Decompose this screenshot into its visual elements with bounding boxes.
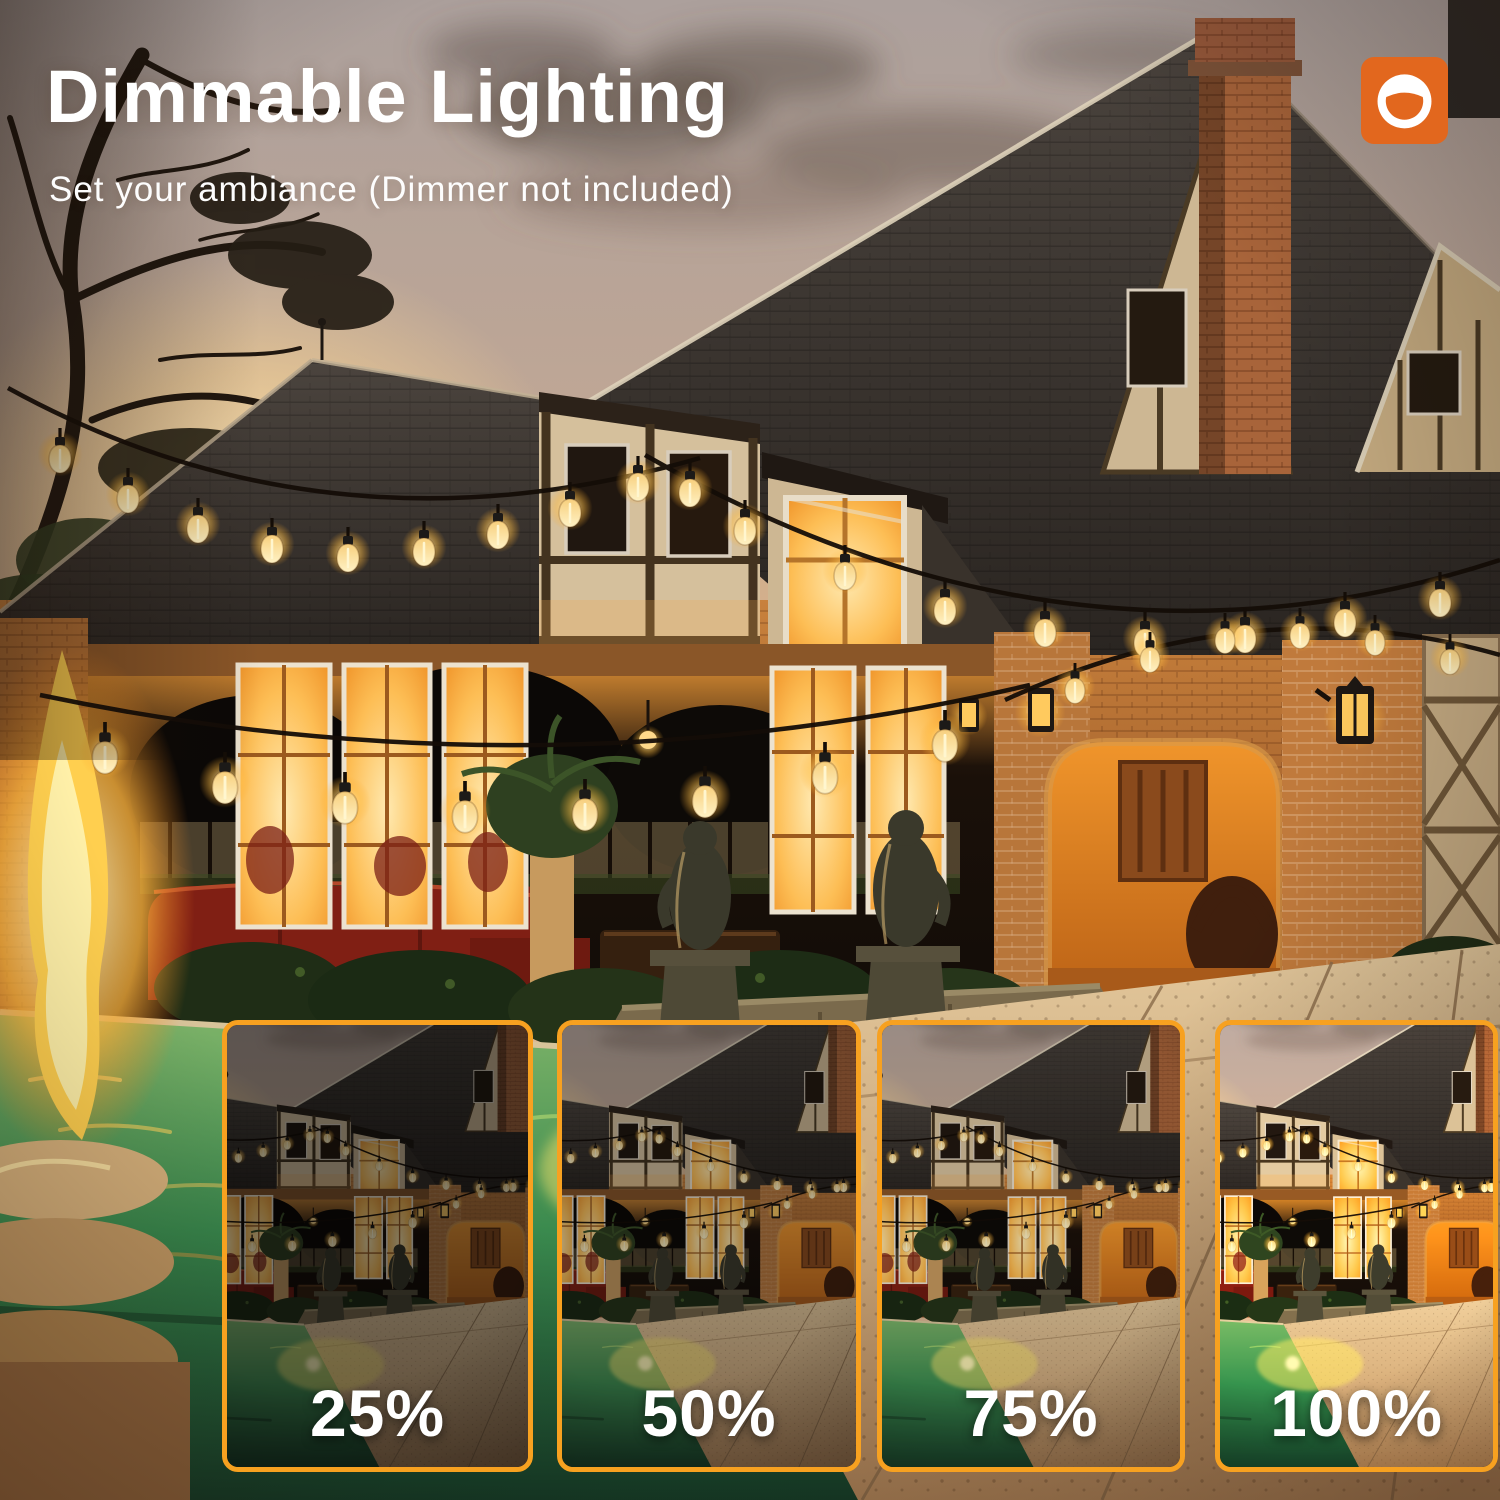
dim-level-label: 100% <box>1270 1376 1443 1450</box>
brand-logo-icon <box>1361 57 1448 144</box>
dim-level-label: 25% <box>309 1376 446 1450</box>
dim-preview-50: 50% <box>557 1020 861 1472</box>
dim-preview-75: 75% <box>877 1020 1185 1472</box>
dim-level-label: 50% <box>641 1376 777 1450</box>
dim-level-label: 75% <box>963 1376 1099 1450</box>
dim-preview-25: 25% <box>222 1020 533 1472</box>
page-title: Dimmable Lighting <box>46 55 729 138</box>
brand-logo <box>1361 56 1448 145</box>
page-subtitle: Set your ambiance (Dimmer not included) <box>49 170 734 209</box>
dim-preview-100: 100% <box>1215 1020 1498 1472</box>
